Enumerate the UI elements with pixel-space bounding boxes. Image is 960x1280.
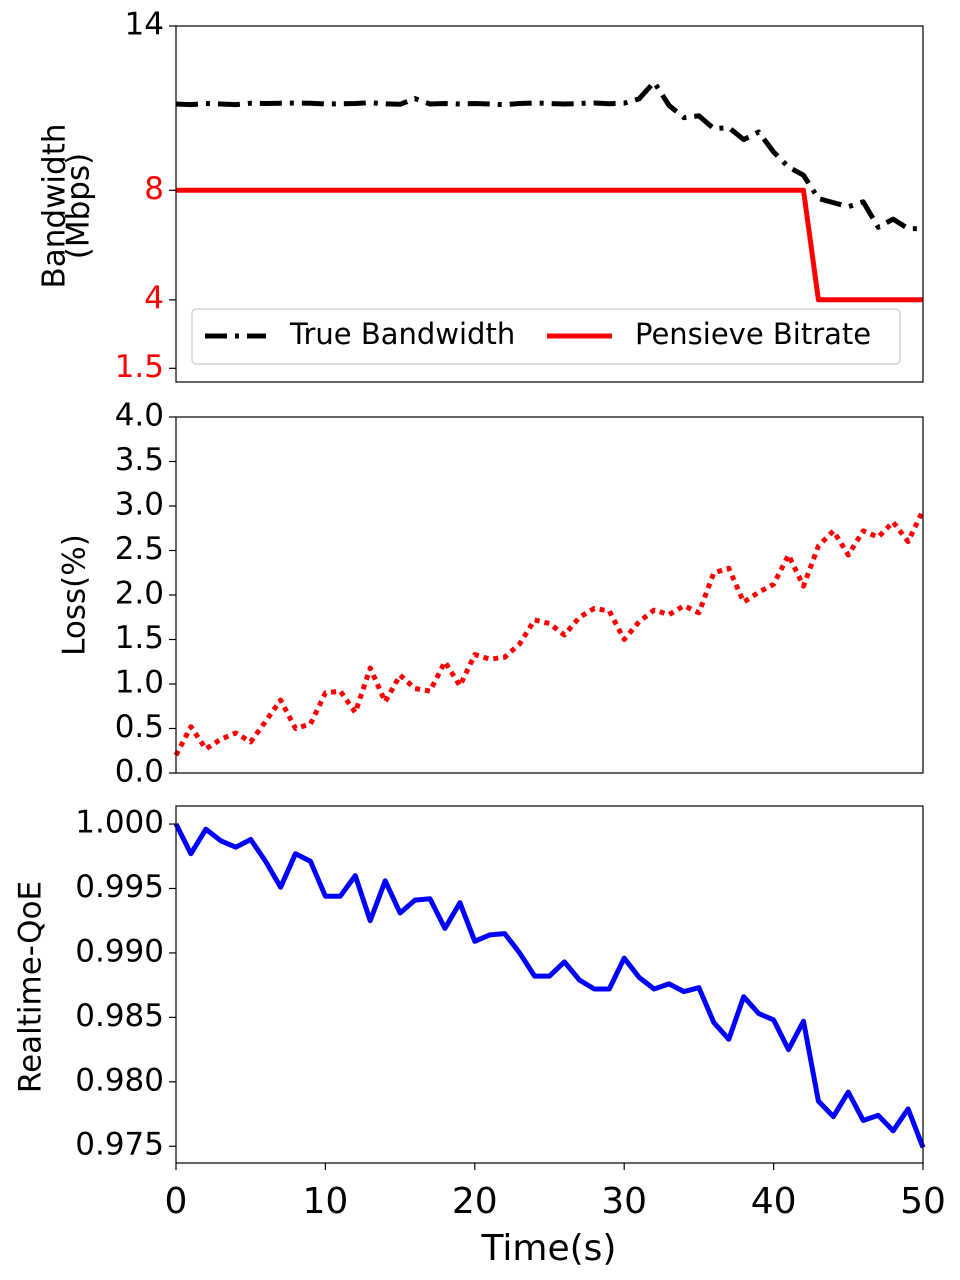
y-tick-label: 0.995 — [75, 869, 164, 905]
x-tick-label: 20 — [452, 1181, 498, 1222]
y-tick-label: 4.0 — [115, 398, 164, 434]
qoe-y-ticks: 0.975 0.980 0.985 0.990 0.995 1.000 — [75, 805, 176, 1163]
y-tick-label: 1.5 — [115, 620, 164, 656]
loss-y-ticks: 0.0 0.5 1.0 1.5 2.0 2.5 3.0 3.5 4.0 — [115, 398, 176, 790]
panel2-series-0-line — [173, 822, 926, 1149]
y-tick-label: 1.0 — [115, 665, 164, 701]
legend-frame — [191, 308, 901, 365]
bandwidth-plot-frame — [175, 25, 924, 383]
x-axis-label: Time(s) — [481, 1228, 617, 1269]
y-tick-label: 0.975 — [75, 1127, 164, 1163]
x-tick-label: 0 — [165, 1181, 188, 1222]
bandwidth-ylabel-line1: Bandwidth — [37, 123, 73, 288]
x-tick-label: 10 — [302, 1181, 348, 1222]
y-tick-label: 8 — [144, 171, 164, 207]
x-tick-label: 50 — [900, 1181, 946, 1222]
y-tick-label: 3.5 — [115, 442, 164, 478]
qoe-plot-frame — [175, 805, 924, 1164]
y-tick-label: 2.0 — [115, 576, 164, 612]
y-tick-label: 2.5 — [115, 531, 164, 567]
bandwidth-ylabel-line2: (Mbps) — [61, 153, 97, 259]
y-tick-label: 1.5 — [115, 349, 164, 385]
qoe-ylabel: Realtime-QoE — [13, 881, 49, 1093]
y-tick-label: 3.0 — [115, 487, 164, 523]
bandwidth-legend: True Bandwidth Pensieve Bitrate — [191, 308, 901, 365]
loss-panel: 0.0 0.5 1.0 1.5 2.0 2.5 3.0 3.5 4.0 Loss(%) — [57, 398, 926, 790]
pensieve-bitrate-line — [176, 187, 923, 303]
y-tick-label: 0.980 — [75, 1062, 164, 1098]
true-bandwidth-line — [175, 79, 923, 232]
qoe-series-group — [173, 822, 926, 1149]
y-tick-label: 14 — [125, 7, 164, 43]
legend-pensieve-bitrate-label: Pensieve Bitrate — [635, 317, 871, 351]
qoe-panel: 0.975 0.980 0.985 0.990 0.995 1.000 0 10 20 30 40… — [13, 805, 946, 1269]
bandwidth-panel: 1.5 4 8 14 Bandwidth (Mbps) True Bandwidth … — [37, 7, 924, 385]
y-tick-label: 0.985 — [75, 998, 164, 1034]
y-tick-label: 1.000 — [75, 805, 164, 841]
y-tick-label: 0.5 — [115, 709, 164, 745]
bandwidth-y-ticks: 1.5 4 8 14 — [115, 7, 176, 385]
x-tick-label: 40 — [751, 1181, 797, 1222]
y-tick-label: 0.0 — [115, 754, 164, 790]
bandwidth-series-group — [175, 79, 923, 303]
y-tick-label: 4 — [144, 280, 164, 316]
x-tick-label: 30 — [601, 1181, 647, 1222]
y-tick-label: 0.990 — [75, 933, 164, 969]
loss-ylabel: Loss(%) — [57, 534, 93, 656]
legend-true-bandwidth-label: True Bandwidth — [289, 317, 515, 351]
qoe-x-ticks: 0 10 20 30 40 50 — [165, 1163, 946, 1222]
